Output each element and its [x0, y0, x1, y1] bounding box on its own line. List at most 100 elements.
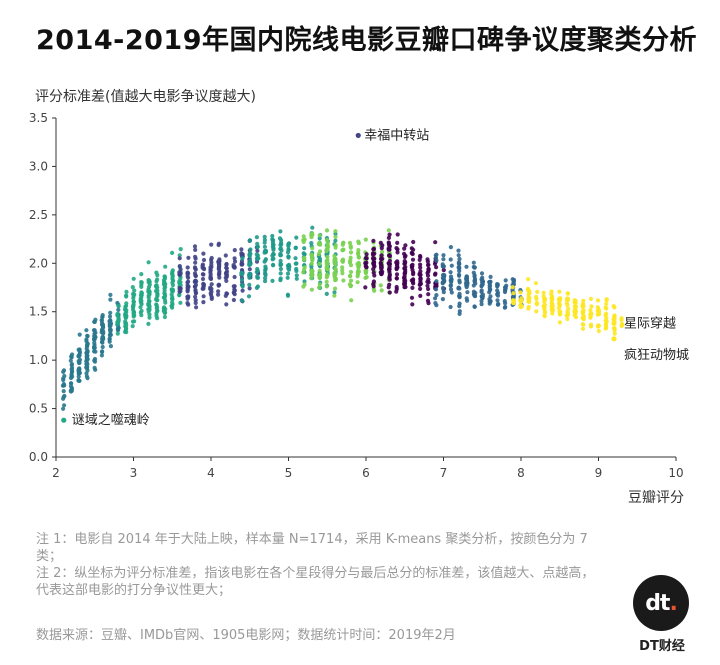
data-point: [185, 265, 190, 270]
data-point: [502, 289, 508, 295]
data-point: [209, 282, 214, 287]
data-point: [518, 290, 523, 295]
data-point: [340, 258, 345, 263]
data-point: [163, 264, 168, 269]
data-point: [325, 240, 330, 245]
data-point: [324, 291, 329, 296]
data-point: [99, 339, 105, 345]
data-point: [379, 288, 384, 293]
data-point: [542, 314, 547, 319]
data-point: [363, 256, 369, 261]
data-point: [239, 277, 245, 282]
data-point: [441, 290, 446, 295]
data-point: [333, 243, 338, 248]
data-point: [348, 274, 353, 279]
data-point: [302, 279, 307, 284]
data-point: [402, 246, 407, 251]
data-point: [200, 265, 205, 270]
data-point: [62, 403, 67, 408]
data-point: [425, 283, 430, 288]
data-point: [99, 322, 105, 327]
data-point: [502, 299, 507, 304]
data-point: [425, 257, 430, 262]
data-point: [278, 271, 283, 276]
data-point: [573, 309, 578, 314]
data-point: [247, 271, 252, 276]
data-point: [147, 292, 152, 297]
data-point: [170, 268, 175, 273]
data-point: [177, 286, 182, 291]
data-point: [108, 344, 113, 349]
data-point: [387, 243, 392, 248]
data-point: [456, 272, 462, 277]
data-point: [154, 270, 159, 275]
data-point: [200, 262, 205, 267]
data-point: [285, 271, 291, 276]
data-point: [332, 293, 337, 298]
data-point: [409, 263, 414, 268]
footnote-2: 注 2：纵坐标为评分标准差，指该电影在各个星段得分与最后总分的标准差，该值越大、…: [36, 566, 595, 598]
logo-text: dt: [645, 590, 670, 616]
data-point: [333, 267, 338, 272]
data-point: [495, 288, 500, 293]
data-point: [395, 240, 400, 245]
data-point: [232, 265, 237, 270]
data-point: [371, 238, 376, 243]
data-point: [139, 290, 144, 295]
data-point: [549, 292, 554, 297]
data-point: [595, 312, 600, 317]
data-point: [263, 279, 268, 284]
data-point: [301, 270, 306, 275]
data-point: [363, 237, 368, 242]
data-point: [363, 275, 368, 280]
data-point: [107, 339, 112, 344]
data-point: [479, 271, 485, 276]
data-point: [526, 299, 532, 304]
data-point: [124, 330, 129, 335]
data-point: [541, 290, 546, 295]
data-point: [433, 240, 438, 245]
data-point: [193, 294, 198, 299]
data-point: [131, 311, 136, 316]
data-point: [239, 270, 244, 275]
data-point: [425, 298, 431, 303]
data-point: [333, 276, 338, 281]
data-point: [162, 288, 167, 293]
data-point: [100, 349, 105, 354]
data-point: [324, 259, 329, 264]
data-point: [146, 298, 152, 303]
x-tick-label: 9: [595, 466, 603, 480]
data-point: [310, 232, 315, 237]
data-point: [124, 326, 129, 332]
data-point: [178, 300, 183, 305]
data-point: [549, 304, 554, 309]
data-point: [487, 283, 493, 288]
data-point: [186, 275, 191, 280]
data-point: [310, 225, 315, 230]
data-point: [364, 260, 369, 265]
data-point: [348, 284, 353, 289]
data-point: [139, 298, 144, 303]
data-point: [232, 284, 237, 289]
data-point: [464, 283, 469, 288]
data-point: [371, 281, 376, 287]
data-point: [317, 285, 322, 290]
data-point: [163, 293, 168, 299]
data-point: [224, 262, 229, 267]
data-point: [155, 291, 160, 296]
data-point: [356, 255, 361, 260]
data-point: [556, 306, 562, 311]
data-point: [378, 240, 383, 245]
data-point: [154, 279, 159, 284]
data-point: [573, 300, 578, 305]
data-point: [472, 304, 477, 309]
data-point: [364, 265, 369, 270]
data-point: [177, 270, 182, 275]
data-point: [372, 264, 377, 269]
data-point: [232, 248, 237, 253]
data-point: [100, 344, 105, 350]
data-point: [355, 280, 360, 285]
data-point: [247, 282, 252, 287]
data-point: [457, 311, 462, 316]
